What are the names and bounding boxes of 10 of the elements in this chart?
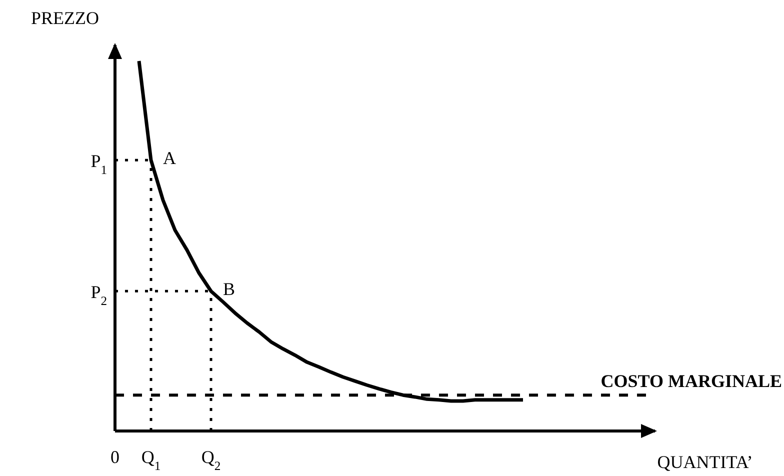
- annotation: A: [163, 148, 176, 168]
- x-tick-label: 0: [110, 447, 120, 467]
- series-label: P$_{1}$: [90, 151, 107, 178]
- x-axis-title: QUANTITA’: [657, 452, 753, 472]
- x-tick-label: Q$_{1}$: [141, 447, 161, 473]
- x-tick-label: Q$_{2}$: [201, 447, 221, 473]
- y-axis-title: PREZZO: [30, 8, 100, 28]
- ref-line-label: COSTO MARGINALE: [600, 371, 782, 392]
- annotation: B: [223, 279, 236, 300]
- series-label: P$_{2}$: [90, 282, 107, 308]
